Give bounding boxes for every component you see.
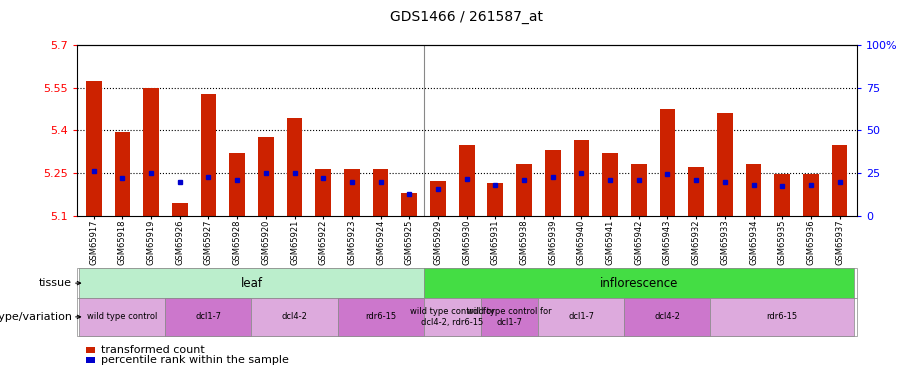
Bar [573,140,590,216]
Bar [774,174,790,216]
Bar [201,94,216,216]
Bar [688,167,704,216]
Text: GDS1466 / 261587_at: GDS1466 / 261587_at [391,10,543,24]
Text: rdr6-15: rdr6-15 [365,312,396,321]
Bar [172,203,188,216]
Bar [717,113,733,216]
Bar [86,81,102,216]
Bar [401,193,418,216]
Text: inflorescence: inflorescence [599,277,678,290]
Text: wild type control for
dcl4-2, rdr6-15: wild type control for dcl4-2, rdr6-15 [410,307,495,327]
Bar [430,182,446,216]
Text: dcl1-7: dcl1-7 [195,312,221,321]
Bar [803,174,819,216]
Bar [516,164,532,216]
Bar [143,88,159,216]
Text: transformed count: transformed count [101,345,204,355]
Text: wild type control for
dcl1-7: wild type control for dcl1-7 [467,307,552,327]
Bar [488,183,503,216]
Text: leaf: leaf [240,277,263,290]
Bar [258,137,274,216]
Text: genotype/variation: genotype/variation [0,312,72,322]
Text: wild type control: wild type control [87,312,158,321]
Bar [602,153,618,216]
Text: tissue: tissue [39,278,72,288]
Text: dcl1-7: dcl1-7 [569,312,594,321]
Text: dcl4-2: dcl4-2 [654,312,680,321]
Bar [286,117,302,216]
Bar [544,150,561,216]
Bar [631,164,647,216]
Bar [114,132,130,216]
Bar [745,164,761,216]
Bar [373,169,389,216]
Text: rdr6-15: rdr6-15 [767,312,797,321]
Bar [832,144,848,216]
Text: percentile rank within the sample: percentile rank within the sample [101,355,289,365]
Text: dcl4-2: dcl4-2 [282,312,308,321]
Bar [660,109,675,216]
Bar [230,153,245,216]
Bar [344,169,360,216]
Bar [459,144,474,216]
Bar [315,169,331,216]
